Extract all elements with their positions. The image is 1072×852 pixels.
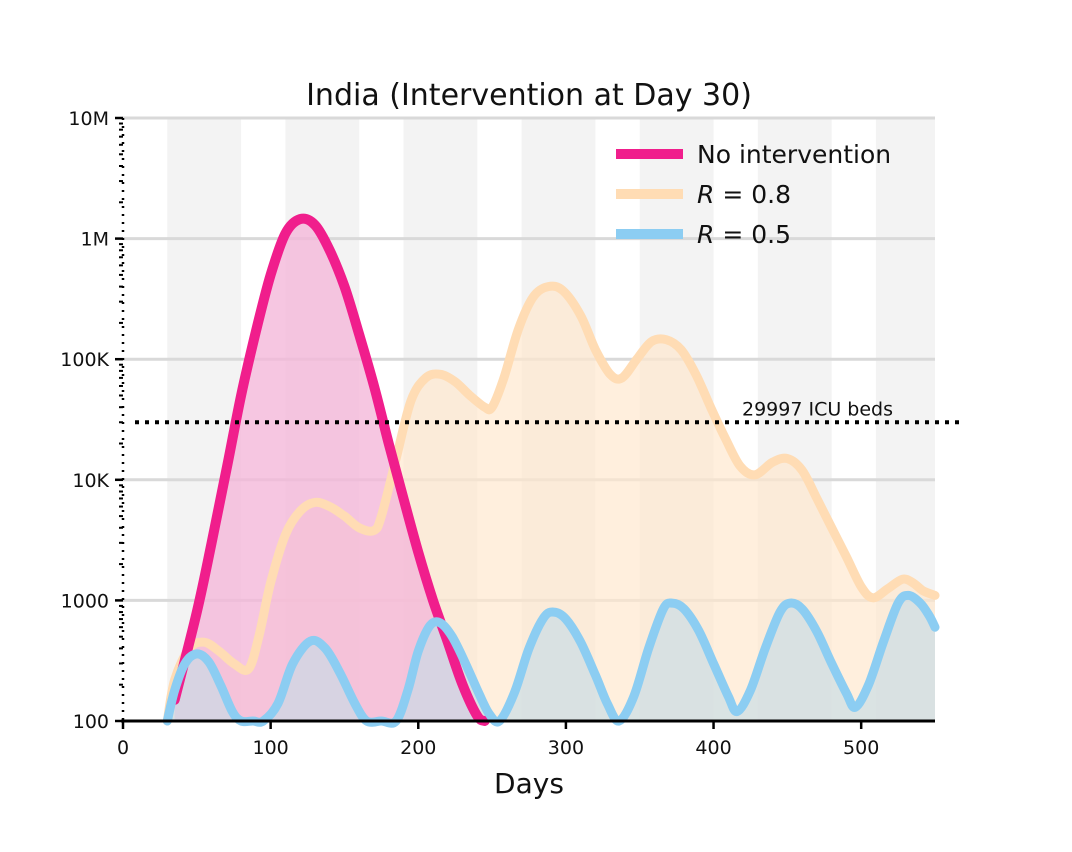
- series-areas: [167, 218, 936, 724]
- series-line-no-intervention: [169, 213, 490, 726]
- y-tick-label: 1M: [81, 229, 109, 251]
- x-ticks: 0 100 200 300 400 500: [117, 721, 879, 759]
- y-tick-label: 10K: [72, 470, 109, 492]
- x-axis-label: Days: [494, 767, 564, 800]
- y-tick-label: 10M: [68, 108, 109, 130]
- legend-label-r-0-8: R = 0.8: [697, 180, 791, 209]
- legend: No intervention R = 0.8 R = 0.5: [616, 140, 891, 249]
- x-tick-label: 200: [400, 737, 436, 759]
- x-tick-label: 300: [548, 737, 584, 759]
- y-tick-label: 1000: [61, 590, 109, 612]
- chart-title: India (Intervention at Day 30): [306, 78, 752, 113]
- legend-label-r-0-5: R = 0.5: [697, 220, 791, 249]
- series-lines: [162, 213, 940, 728]
- legend-label-variable: R: [697, 180, 714, 209]
- x-tick-label: 100: [253, 737, 289, 759]
- legend-label-no-intervention: No intervention: [697, 140, 891, 169]
- y-ticks: 100 1000 10K 100K 1M 10M: [60, 108, 123, 733]
- legend-label-variable: R: [697, 220, 714, 249]
- series-line-r-0-5: [162, 590, 940, 728]
- series-area-no-intervention: [174, 218, 485, 721]
- y-tick-label: 100K: [60, 349, 109, 371]
- x-tick-label: 0: [117, 737, 129, 759]
- series-line-r-0-8: [162, 281, 940, 726]
- x-tick-label: 500: [843, 737, 879, 759]
- x-tick-label: 400: [695, 737, 731, 759]
- icu-threshold-label: 29997 ICU beds: [742, 398, 893, 420]
- axes: [121, 118, 935, 723]
- threshold-group: 29997 ICU beds: [135, 398, 962, 425]
- y-tick-label: 100: [73, 711, 109, 733]
- series-area-r-0-5: [167, 595, 936, 724]
